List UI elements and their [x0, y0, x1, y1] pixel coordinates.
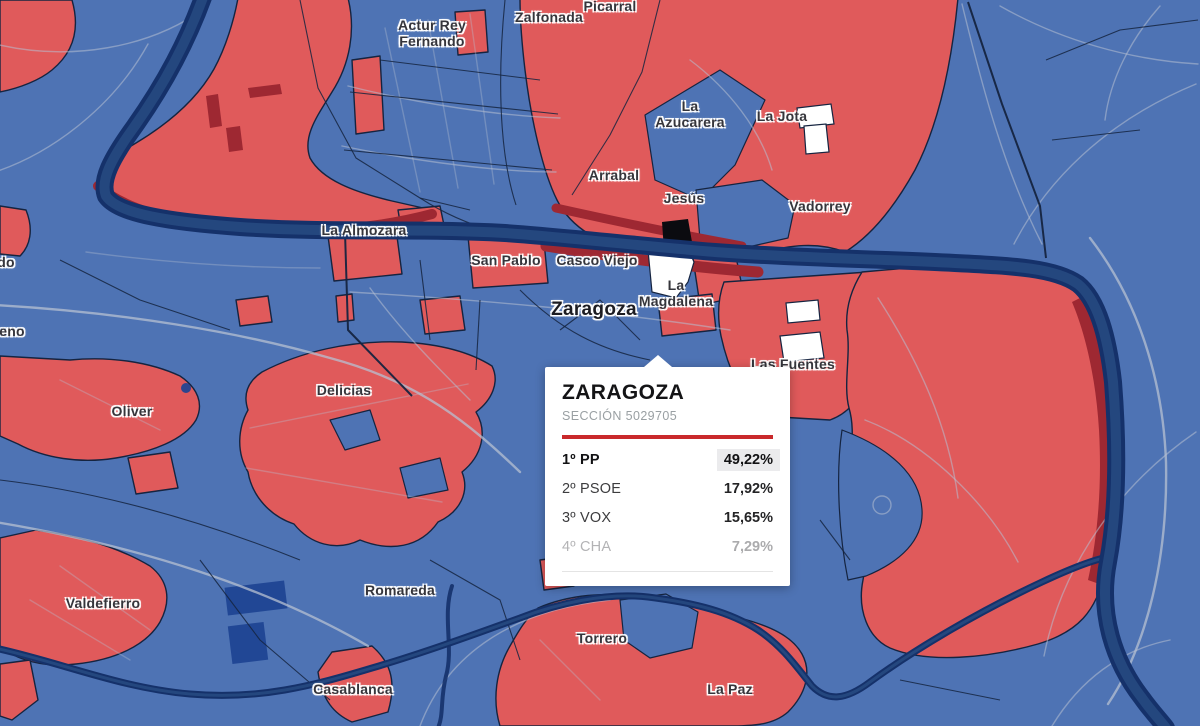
popup-results: 1º PP 49,22% 2º PSOE 17,92% 3º VOX 15,65% 4º C…: [562, 449, 780, 555]
rivers: [0, 0, 1175, 726]
popup-arrow: [644, 355, 672, 367]
result-row: 4º CHA 7,29%: [562, 539, 773, 555]
popup-title: ZARAGOZA: [562, 381, 685, 404]
party-percentage: 17,92%: [723, 481, 773, 497]
party-label: 2º PSOE: [562, 481, 622, 497]
result-row: 3º VOX 15,65%: [562, 510, 773, 526]
party-label: 4º CHA: [562, 539, 612, 555]
red-sections[interactable]: [0, 0, 1119, 726]
result-row: 2º PSOE 17,92%: [562, 481, 773, 497]
party-percentage: 7,29%: [731, 539, 773, 555]
road-network: [0, 3, 1199, 726]
section-info-popup: ZARAGOZA SECCIÓN 5029705 1º PP 49,22% 2º P…: [545, 355, 790, 586]
party-percentage: 49,22%: [716, 449, 780, 471]
popup-accent-rule: [562, 435, 773, 439]
popup-subtitle: SECCIÓN 5029705: [562, 409, 678, 423]
buildings: [181, 383, 288, 665]
result-row: 1º PP 49,22%: [562, 449, 780, 471]
party-percentage: 15,65%: [723, 510, 773, 526]
party-label: 3º VOX: [562, 510, 612, 526]
popup-foot-rule: [562, 571, 773, 576]
section-borders: [0, 0, 1199, 701]
party-label: 1º PP: [562, 452, 600, 468]
